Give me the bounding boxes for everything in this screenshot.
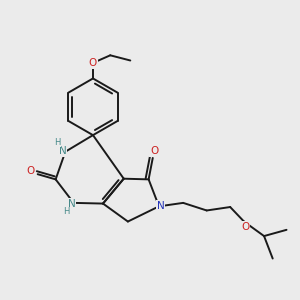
Text: N: N — [59, 146, 66, 156]
Text: O: O — [241, 222, 250, 232]
Text: O: O — [89, 58, 97, 68]
Text: H: H — [63, 207, 69, 216]
Text: N: N — [157, 201, 165, 211]
Text: H: H — [55, 138, 61, 147]
Text: O: O — [26, 167, 34, 176]
Text: O: O — [150, 146, 158, 156]
Text: N: N — [68, 199, 76, 208]
